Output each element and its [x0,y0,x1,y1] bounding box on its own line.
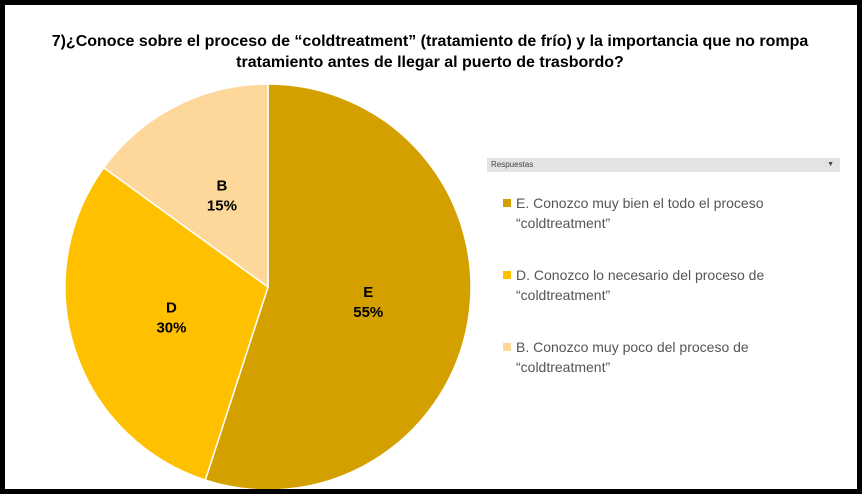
legend-label: E. Conozco muy bien el todo el proceso “… [516,195,764,231]
pie-chart: E 55% D 30% B 15% [64,83,472,489]
legend-label: D. Conozco lo necesario del proceso de “… [516,267,765,303]
legend-swatch [503,271,511,279]
slice-category: D [166,299,177,316]
legend-swatch [503,199,511,207]
legend-item: E. Conozco muy bien el todo el proceso “… [503,193,846,233]
slice-category: E [363,284,373,301]
chart-title: 7)¿Conoce sobre el proceso de “coldtreat… [51,33,809,71]
legend-label: B. Conozco muy poco del proceso de “cold… [516,339,749,375]
legend-swatch [503,343,511,351]
pie-slice [64,166,269,482]
dropdown-arrow: ▼ [827,161,834,168]
slice-value-label: 15% [207,198,237,215]
slice-category: B [216,178,227,195]
pie-slice [102,83,269,289]
legend-header[interactable]: Respuestas ▼ [487,158,840,172]
legend-item: B. Conozco muy poco del proceso de “cold… [503,337,846,377]
legend-item: D. Conozco lo necesario del proceso de “… [503,265,846,305]
pie-slice [204,83,472,489]
legend-title: Respuestas [491,160,534,169]
slice-value-label: 30% [156,319,186,336]
slice-value-label: 55% [353,304,383,321]
